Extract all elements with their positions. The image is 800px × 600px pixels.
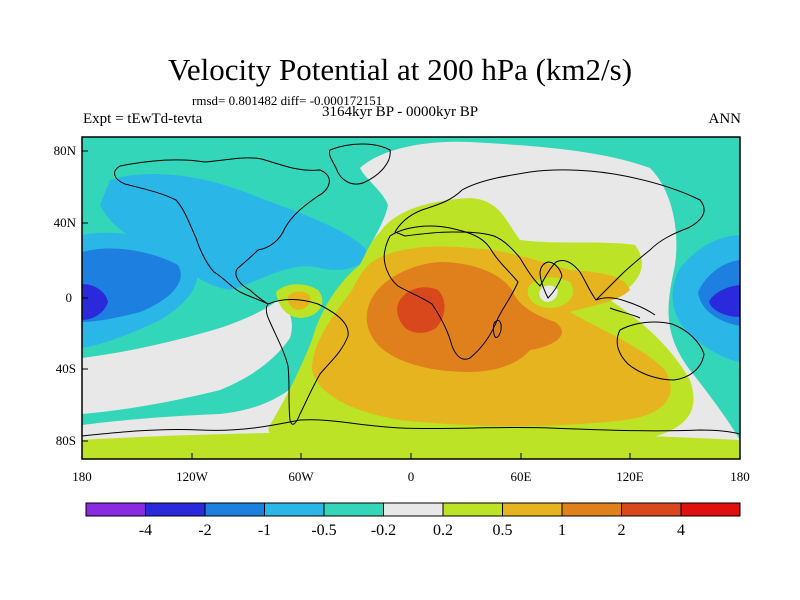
colorbar-label-2: -1 bbox=[258, 522, 271, 539]
x-tick-label-0: 180 bbox=[72, 469, 92, 484]
field-neg4-west bbox=[82, 284, 108, 320]
colorbar-box-9 bbox=[621, 502, 682, 517]
y-tick-label-3: 40S bbox=[56, 361, 76, 376]
colorbar-label-4: -0.2 bbox=[371, 522, 396, 539]
field-pos-yellowgreen-south-strip bbox=[82, 431, 740, 459]
x-tick-label-2: 60W bbox=[288, 469, 314, 484]
coast-eurasia bbox=[394, 169, 705, 301]
contour-field bbox=[82, 137, 740, 459]
colorbar-box-6 bbox=[442, 502, 503, 517]
x-tick-label-5: 120E bbox=[616, 469, 644, 484]
colorbar-label-7: 1 bbox=[558, 522, 566, 539]
period-label: 3164kyr BP - 0000kyr BP bbox=[321, 104, 479, 120]
y-tick-label-2: 0 bbox=[66, 290, 73, 305]
x-tick-label-6: 180 bbox=[730, 469, 750, 484]
coast-antarctica bbox=[82, 419, 740, 437]
colorbar-box-7 bbox=[502, 502, 563, 517]
coast-south-america bbox=[265, 299, 349, 425]
x-tick-label-4: 60E bbox=[511, 469, 532, 484]
field-neg4-east bbox=[709, 285, 740, 317]
colorbar-label-6: 0.5 bbox=[493, 522, 513, 539]
stats-label: rmsd= 0.801482 diff= -0.000172151 bbox=[192, 93, 383, 108]
map-title: Velocity Potential at 200 hPa (km2/s) bbox=[167, 52, 633, 87]
coast-greenland bbox=[329, 143, 391, 185]
season-label: ANN bbox=[708, 111, 742, 127]
coast-indonesia bbox=[595, 297, 656, 319]
coast-australia bbox=[616, 321, 705, 381]
colorbar-box-4 bbox=[323, 502, 384, 517]
experiment-label: Expt = tEwTd-tevta bbox=[83, 111, 203, 127]
coast-madagascar bbox=[492, 319, 502, 338]
colorbar-box-8 bbox=[561, 502, 622, 517]
colorbar-box-5 bbox=[383, 502, 444, 517]
field-neg-atlantic-north bbox=[100, 173, 367, 290]
x-tick-marks bbox=[81, 453, 741, 459]
colorbar-box-0 bbox=[85, 502, 146, 517]
y-tick-marks bbox=[82, 150, 88, 442]
y-tick-label-4: 80S bbox=[56, 433, 76, 448]
field-pos-amazon-core bbox=[287, 291, 311, 310]
colorbar-label-9: 4 bbox=[677, 522, 685, 539]
colorbar-box-1 bbox=[145, 502, 206, 517]
colorbar-label-1: -2 bbox=[198, 522, 211, 539]
colorbar-box-10 bbox=[680, 502, 741, 517]
x-tick-label-1: 120W bbox=[176, 469, 209, 484]
colorbar-label-0: -4 bbox=[139, 522, 152, 539]
y-tick-label-1: 40N bbox=[54, 215, 77, 230]
coast-india bbox=[539, 261, 563, 299]
field-pos-redorange bbox=[397, 287, 445, 333]
coast-north-america bbox=[114, 157, 330, 305]
colorbar-label-5: 0.2 bbox=[433, 522, 453, 539]
colorbar-label-3: -0.5 bbox=[311, 522, 336, 539]
field-zero-pacific-south bbox=[82, 300, 292, 414]
colorbar bbox=[85, 502, 741, 517]
colorbar-box-3 bbox=[264, 502, 325, 517]
x-tick-label-3: 0 bbox=[408, 469, 415, 484]
y-tick-label-0: 80N bbox=[54, 143, 77, 158]
colorbar-box-2 bbox=[204, 502, 265, 517]
coast-africa bbox=[383, 225, 519, 360]
colorbar-label-8: 2 bbox=[618, 522, 626, 539]
coastlines bbox=[82, 143, 740, 437]
